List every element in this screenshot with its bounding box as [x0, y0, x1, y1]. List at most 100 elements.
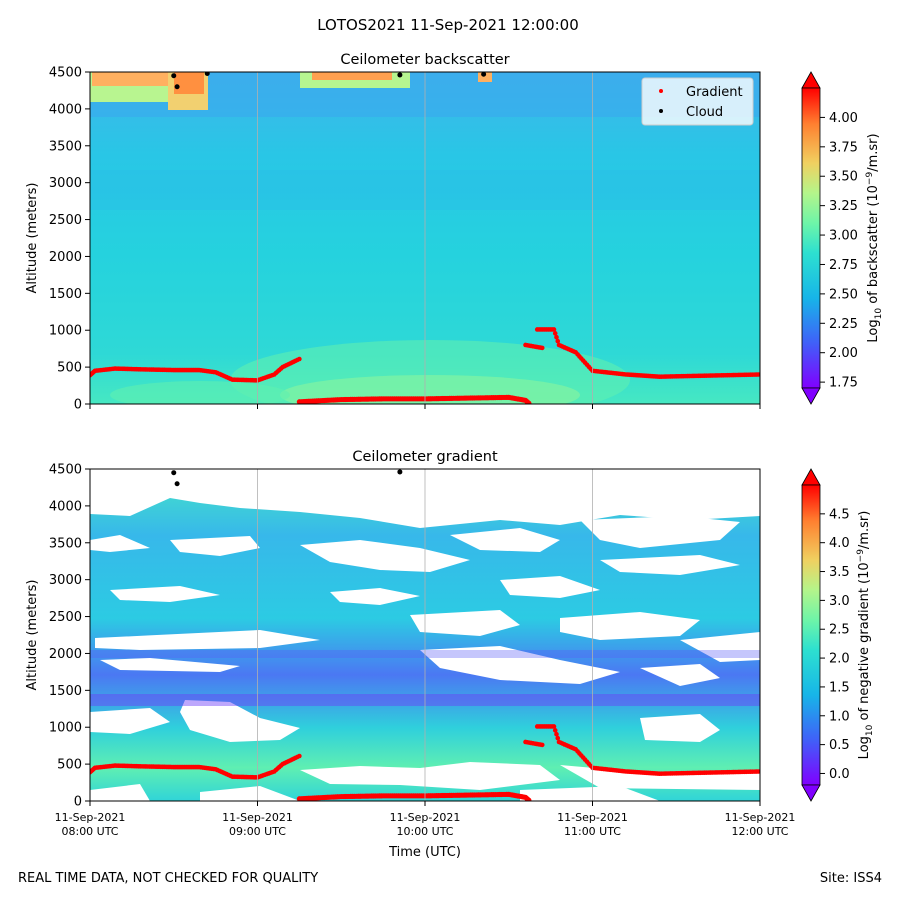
gradient-point [757, 372, 760, 377]
y-tick-label: 1000 [49, 324, 82, 339]
x-tick-label-date: 11-Sep-2021 [390, 811, 461, 824]
y-tick-label: 0 [74, 398, 82, 413]
x-tick-label-date: 11-Sep-2021 [557, 811, 628, 824]
y-tick-label: 500 [57, 361, 82, 376]
legend: Gradient Cloud [641, 77, 754, 126]
y-tick-label: 1500 [49, 684, 82, 699]
x-tick-label-date: 11-Sep-2021 [55, 811, 126, 824]
gradient-xlabel: Time (UTC) [388, 845, 461, 860]
colorbar-tick-label: 3.25 [829, 199, 858, 214]
legend-cloud-marker [659, 109, 663, 113]
y-tick-label: 0 [74, 795, 82, 810]
footer-disclaimer: REAL TIME DATA, NOT CHECKED FOR QUALITY [18, 871, 318, 886]
x-tick-label-time: 12:00 UTC [731, 825, 788, 838]
colorbar-tick-label: 2.5 [829, 623, 850, 638]
colorbar-tick-label: 4.5 [829, 507, 850, 522]
colorbar-tick-label: 3.00 [829, 229, 858, 244]
gradient-colorbar: 0.0 0.5 1.0 1.5 2.0 2.5 3.0 3.5 4.0 4.5 Log10 of … [801, 468, 875, 802]
cloud-point [174, 84, 180, 90]
y-tick-label: 3500 [49, 536, 82, 551]
legend-cloud-label: Cloud [686, 105, 723, 120]
backscatter-colorbar-label: Log10 of backscatter (10−9/m.sr) [865, 133, 884, 342]
x-tick-label-date: 11-Sep-2021 [725, 811, 796, 824]
gradient-point [551, 327, 557, 332]
y-tick-label: 2500 [49, 213, 82, 228]
gradient-colorbar-label: Log10 of negative gradient (10−9/m.sr) [856, 511, 875, 760]
y-tick-label: 2000 [49, 647, 82, 662]
backscatter-title: Ceilometer backscatter [340, 52, 509, 68]
gradient-title: Ceilometer gradient [352, 449, 498, 465]
backscatter-panel: Ceilometer backscatter 0 500 1000 1500 2000 2… [25, 52, 884, 413]
figure-title: LOTOS2021 11-Sep-2021 12:00:00 [317, 16, 579, 34]
backscatter-y-axis: 0 500 1000 1500 2000 2500 3000 3500 4000 4500 [49, 66, 90, 413]
colorbar-tick-label: 0.5 [829, 738, 850, 753]
gradient-overlay [90, 469, 760, 801]
gradient-panel: Ceilometer gradient [25, 449, 875, 860]
y-tick-label: 1500 [49, 287, 82, 302]
gradient-point [555, 338, 561, 344]
y-tick-label: 4500 [49, 66, 82, 81]
colorbar-tick-label: 3.75 [829, 140, 858, 155]
gradient-point [554, 731, 559, 737]
y-tick-label: 3000 [49, 573, 82, 588]
colorbar-tick-label: 2.25 [829, 317, 858, 332]
colorbar-tick-label: 3.5 [829, 565, 850, 580]
colorbar-tick-label: 1.75 [829, 376, 858, 391]
x-tick-label-date: 11-Sep-2021 [222, 811, 293, 824]
gradient-point [526, 400, 532, 404]
x-tick-label-time: 08:00 UTC [61, 825, 118, 838]
colorbar-tick-label: 1.5 [829, 680, 850, 695]
y-tick-label: 4000 [49, 102, 82, 117]
backscatter-ylabel: Altitude (meters) [25, 183, 40, 294]
legend-gradient-label: Gradient [686, 85, 743, 100]
x-tick-label-time: 11:00 UTC [564, 825, 621, 838]
x-tick-label-time: 10:00 UTC [396, 825, 453, 838]
gradient-point [539, 742, 545, 748]
gradient-point [297, 356, 302, 362]
cloud-point [204, 72, 210, 76]
gradient-point [554, 334, 559, 340]
backscatter-x-axis [89, 404, 761, 409]
y-tick-label: 1000 [49, 721, 82, 736]
colorbar-tick-label: 3.50 [829, 170, 858, 185]
backscatter-overlay [90, 72, 760, 404]
gradient-point [539, 345, 545, 351]
gradient-ylabel: Altitude (meters) [25, 580, 40, 691]
cloud-point [397, 72, 403, 78]
colorbar-tick-label: 4.0 [829, 536, 850, 551]
y-tick-label: 2500 [49, 610, 82, 625]
y-tick-label: 4000 [49, 499, 82, 514]
cloud-point [171, 73, 177, 79]
y-tick-label: 500 [57, 758, 82, 773]
gradient-point [526, 797, 532, 801]
gradient-point [552, 331, 558, 336]
backscatter-colorbar-ticks: 1.75 2.00 2.25 2.50 2.75 3.00 3.25 3.50 3.75 4.00 [820, 111, 858, 391]
cloud-point [171, 470, 177, 476]
gradient-point [552, 728, 558, 733]
cloud-point [174, 481, 180, 487]
colorbar-tick-label: 0.0 [829, 767, 850, 782]
x-tick-label-time: 09:00 UTC [229, 825, 286, 838]
gradient-point [555, 735, 561, 741]
gradient-colorbar-ticks: 0.0 0.5 1.0 1.5 2.0 2.5 3.0 3.5 4.0 4.5 [820, 507, 850, 782]
legend-gradient-marker [659, 89, 663, 93]
colorbar-tick-label: 2.00 [829, 346, 858, 361]
colorbar-tick-label: 3.0 [829, 594, 850, 609]
y-tick-label: 3500 [49, 139, 82, 154]
gradient-point [297, 753, 302, 759]
cloud-point [397, 469, 403, 475]
gradient-point [757, 769, 760, 774]
gradient-y-axis: 0 500 1000 1500 2000 2500 3000 3500 4000 4500 [49, 463, 90, 810]
backscatter-colorbar: 1.75 2.00 2.25 2.50 2.75 3.00 3.25 3.50 3.75 4.00… [801, 71, 884, 405]
y-tick-label: 2000 [49, 250, 82, 265]
y-tick-label: 4500 [49, 463, 82, 478]
footer-site: Site: ISS4 [820, 871, 882, 886]
colorbar-tick-label: 4.00 [829, 111, 858, 126]
colorbar-tick-label: 2.50 [829, 287, 858, 302]
colorbar-tick-label: 1.0 [829, 709, 850, 724]
cloud-point [481, 72, 487, 77]
colorbar-tick-label: 2.0 [829, 652, 850, 667]
colorbar-tick-label: 2.75 [829, 258, 858, 273]
